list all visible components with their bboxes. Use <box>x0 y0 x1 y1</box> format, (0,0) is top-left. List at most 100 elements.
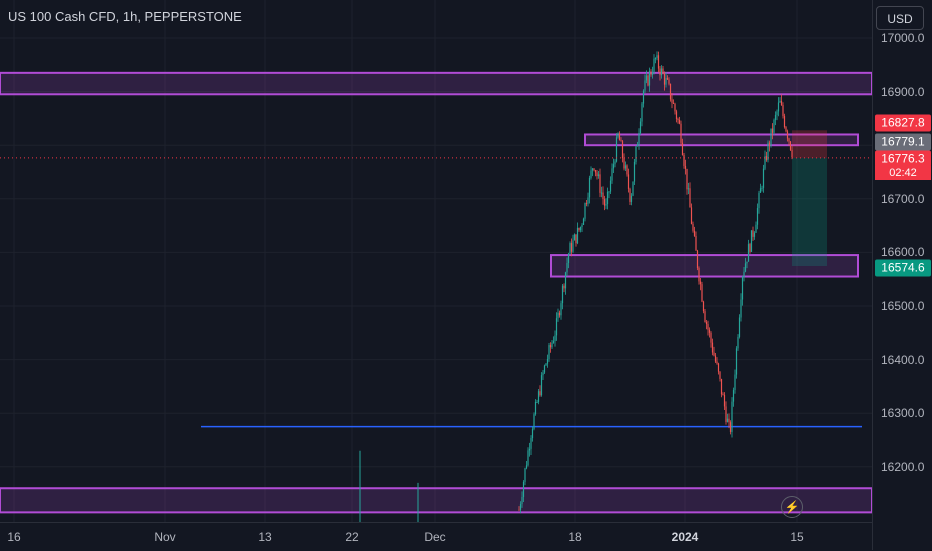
candle-body-36 <box>572 240 574 252</box>
candle-body-148 <box>740 299 742 318</box>
candle-body-81 <box>639 121 642 133</box>
candle-body-92 <box>656 55 658 59</box>
candle-body-76 <box>632 181 634 196</box>
candle-body-77 <box>633 161 636 182</box>
candle-body-123 <box>702 301 705 312</box>
candle-body-162 <box>761 187 763 189</box>
candle-body-30 <box>563 285 565 289</box>
candle-body-129 <box>711 342 714 353</box>
symbol-title: US 100 Cash CFD, 1h, PEPPERSTONE <box>8 9 242 24</box>
time-scale[interactable]: 16 Nov 13 22 Dec 18 2024 15 <box>0 522 872 551</box>
price-label-prev: 16779.1 <box>875 133 931 151</box>
candle-body-9 <box>531 429 534 439</box>
candle-body-165 <box>765 156 768 160</box>
zone-0 <box>0 71 872 96</box>
candle-body-96 <box>662 68 664 74</box>
candle-body-104 <box>674 103 676 112</box>
candle-body-49 <box>591 168 594 171</box>
candle-body-146 <box>737 336 739 349</box>
candle-body-94 <box>659 68 661 76</box>
candle-body-80 <box>638 132 640 145</box>
candle-body-78 <box>635 146 637 162</box>
candle-body-169 <box>771 128 774 133</box>
candle-body-28 <box>560 303 562 316</box>
candle-body-53 <box>597 174 600 177</box>
candle-body-176 <box>782 105 784 117</box>
price-scale[interactable]: 17000.016900.016800.016700.016600.016500… <box>872 0 932 550</box>
candle-body-54 <box>599 174 601 193</box>
candle-body-41 <box>579 226 582 231</box>
candle-body-62 <box>611 168 613 181</box>
price-label-target: 16574.6 <box>875 259 931 277</box>
candle-body-167 <box>768 142 771 146</box>
candle-body-101 <box>669 83 672 100</box>
candle-body-142 <box>731 401 733 432</box>
candle-body-7 <box>528 448 531 451</box>
y-tick-label: 16200.0 <box>881 459 925 474</box>
candle-body-40 <box>578 227 580 231</box>
candle-body-74 <box>629 188 631 202</box>
price-chart[interactable] <box>0 0 872 522</box>
candle-body-93 <box>657 55 660 69</box>
candle-body-0 <box>518 509 520 511</box>
candle-body-38 <box>575 234 577 244</box>
candle-body-66 <box>617 133 619 138</box>
candle-body-119 <box>696 250 699 269</box>
candle-body-112 <box>686 168 688 190</box>
candle-body-4 <box>524 468 526 482</box>
candle-body-91 <box>654 58 657 60</box>
candle-body-15 <box>540 375 543 396</box>
y-tick-label: 17000.0 <box>881 31 925 45</box>
candle-body-159 <box>756 208 759 225</box>
candle-body-182 <box>791 149 793 158</box>
candle-body-106 <box>677 118 679 120</box>
y-tick-label: 16900.0 <box>881 84 925 99</box>
candle-body-5 <box>525 465 528 469</box>
candle-body-121 <box>699 281 702 285</box>
candle-body-23 <box>552 341 555 343</box>
candle-body-102 <box>671 99 673 103</box>
candle-body-51 <box>594 170 597 173</box>
chart-area[interactable]: US 100 Cash CFD, 1h, PEPPERSTONE ⚡ <box>0 0 872 522</box>
candle-body-21 <box>549 345 552 348</box>
candle-body-150 <box>743 271 745 278</box>
x-tick-label: 18 <box>568 530 582 544</box>
candle-body-18 <box>545 363 547 366</box>
candle-body-158 <box>755 224 757 233</box>
candle-body-143 <box>732 390 735 402</box>
zone-3 <box>0 487 872 514</box>
candle-body-181 <box>789 141 792 150</box>
candle-body-46 <box>587 197 589 204</box>
candle-body-140 <box>728 418 730 423</box>
lightning-icon[interactable]: ⚡ <box>781 496 803 518</box>
x-tick-label: 13 <box>258 530 272 544</box>
candle-body-175 <box>780 100 783 106</box>
candle-body-171 <box>774 114 777 120</box>
candle-body-137 <box>723 394 726 407</box>
candle-body-110 <box>683 155 685 166</box>
candle-body-103 <box>672 102 675 104</box>
candle-body-65 <box>615 137 618 162</box>
y-tick-label: 16400.0 <box>881 352 925 367</box>
risk-box <box>792 130 827 158</box>
candle-body-45 <box>585 203 588 205</box>
candle-body-20 <box>548 345 550 360</box>
candle-body-170 <box>773 119 775 133</box>
candle-body-3 <box>522 481 525 498</box>
countdown-label: 02:42 <box>875 166 931 180</box>
candle-body-73 <box>627 174 630 189</box>
candle-body-163 <box>762 168 765 188</box>
candle-body-16 <box>542 372 544 376</box>
candle-body-52 <box>596 172 598 177</box>
candle-body-164 <box>764 156 766 169</box>
candle-body-113 <box>687 188 690 190</box>
candle-body-44 <box>584 203 586 219</box>
candle-body-128 <box>710 332 712 343</box>
y-tick-label: 16500.0 <box>881 299 925 313</box>
candle-body-127 <box>708 329 711 333</box>
candle-body-12 <box>536 401 538 403</box>
candle-body-1 <box>519 504 522 510</box>
candle-body-136 <box>722 394 724 396</box>
currency-button[interactable]: USD <box>876 6 924 30</box>
candle-body-67 <box>618 133 621 141</box>
